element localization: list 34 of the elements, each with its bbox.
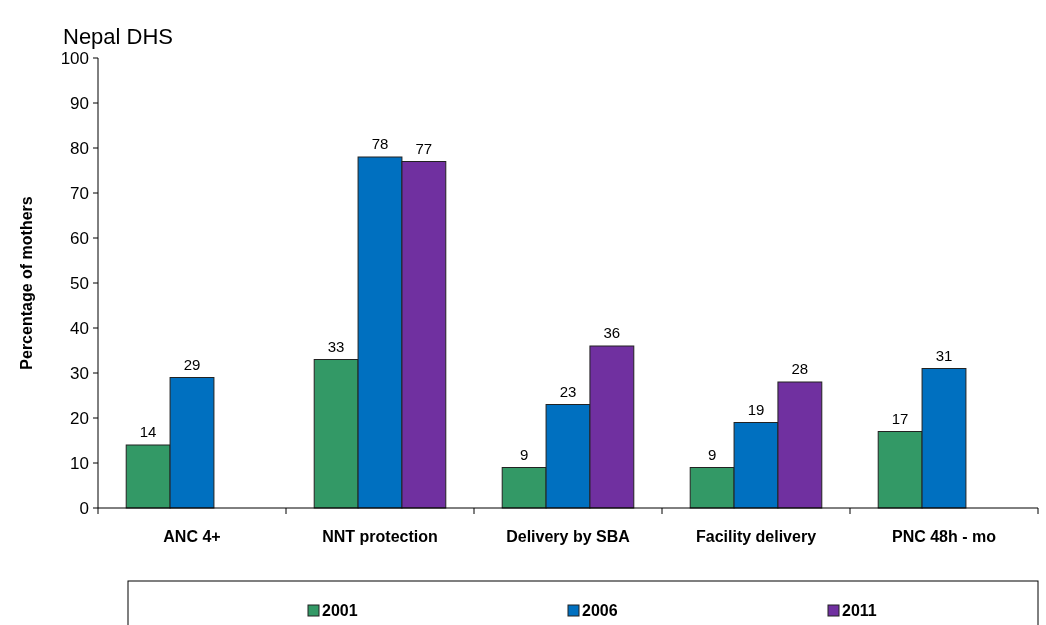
- data-label: 17: [891, 409, 909, 427]
- legend-label: 2001: [322, 602, 358, 619]
- y-tick-label: 70: [70, 183, 89, 203]
- data-label: 77: [415, 139, 433, 157]
- x-tick-label: PNC 48h - mo: [891, 528, 997, 545]
- y-tick-label: 30: [70, 363, 89, 383]
- x-tick-label: NNT protection: [322, 528, 438, 545]
- x-tick-label: Facility delivery: [695, 528, 817, 545]
- legend-label: 2006: [582, 602, 618, 619]
- data-label: 23: [559, 382, 577, 400]
- data-label: 31: [935, 346, 953, 364]
- chart-title: Nepal DHS: [63, 24, 174, 49]
- data-label: 29: [183, 355, 201, 373]
- y-tick-label: 40: [70, 318, 89, 338]
- data-label: 14: [139, 423, 157, 440]
- y-tick-label: 100: [60, 48, 89, 68]
- data-label: 9: [519, 445, 529, 463]
- y-tick-label: 90: [70, 93, 89, 113]
- x-tick-label: ANC 4+: [163, 528, 221, 545]
- x-tick-label: Delivery by SBA: [506, 528, 631, 545]
- data-label: 33: [327, 337, 345, 355]
- data-label: 36: [603, 324, 621, 341]
- y-tick-label: 10: [70, 453, 89, 473]
- y-tick-label: 0: [79, 498, 89, 518]
- y-axis-title: Percentage of mothers: [18, 196, 35, 370]
- y-tick-label: 80: [70, 138, 89, 158]
- legend-label: 2011: [842, 602, 877, 619]
- data-label: 78: [371, 135, 389, 152]
- data-label: 28: [791, 360, 809, 377]
- y-tick-label: 50: [70, 273, 89, 293]
- data-label: 9: [707, 445, 717, 463]
- data-label: 19: [747, 400, 765, 418]
- y-tick-label: 20: [70, 408, 89, 428]
- y-tick-label: 60: [70, 228, 89, 248]
